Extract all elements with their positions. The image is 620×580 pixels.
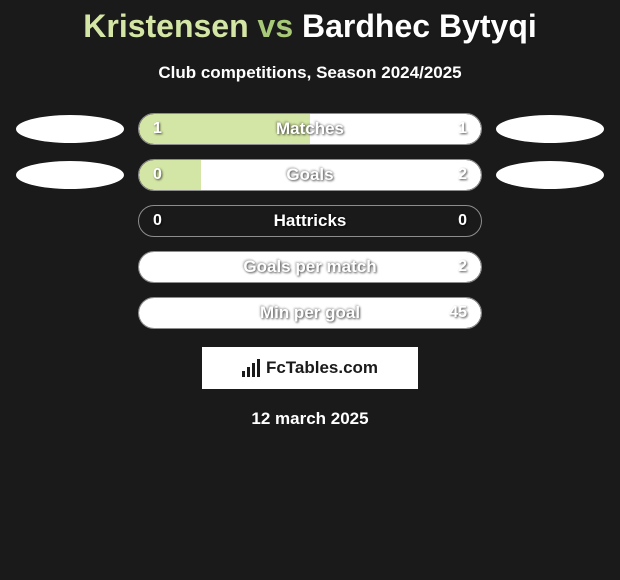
stat-value-right: 0	[458, 212, 467, 230]
logo-spacer	[496, 253, 604, 281]
stat-bar: 0 Hattricks 0	[138, 205, 482, 237]
stat-bar: Min per goal 45	[138, 297, 482, 329]
fctables-logo-box: FcTables.com	[202, 347, 418, 389]
club-logo-left	[16, 115, 124, 143]
player1-name: Kristensen	[83, 8, 248, 44]
title: Kristensen vs Bardhec Bytyqi	[0, 8, 620, 45]
stat-value-right: 1	[458, 120, 467, 138]
stat-bar: 1 Matches 1	[138, 113, 482, 145]
logo-spacer	[16, 299, 124, 327]
club-logo-right	[496, 115, 604, 143]
date: 12 march 2025	[0, 409, 620, 429]
comparison-row: 0 Goals 2	[0, 159, 620, 191]
stat-label: Goals per match	[243, 257, 376, 277]
logo-spacer	[496, 299, 604, 327]
comparison-rows: 1 Matches 1 0 Goals 2 0 Hattricks 0 Goals per mat…	[0, 113, 620, 329]
vs-text: vs	[258, 8, 294, 44]
bar-fill-left	[139, 160, 201, 190]
logo-spacer	[16, 253, 124, 281]
club-logo-left	[16, 161, 124, 189]
stat-value-right: 2	[458, 258, 467, 276]
bars-icon	[242, 359, 260, 377]
comparison-row: Goals per match 2	[0, 251, 620, 283]
bar-fill-right	[201, 160, 481, 190]
stat-bar: 0 Goals 2	[138, 159, 482, 191]
stat-value-left: 0	[153, 166, 162, 184]
stat-label: Goals	[286, 165, 333, 185]
subtitle: Club competitions, Season 2024/2025	[0, 63, 620, 83]
comparison-infographic: Kristensen vs Bardhec Bytyqi Club compet…	[0, 0, 620, 429]
stat-value-left: 0	[153, 212, 162, 230]
logo-spacer	[16, 207, 124, 235]
comparison-row: 0 Hattricks 0	[0, 205, 620, 237]
stat-label: Matches	[276, 119, 344, 139]
stat-value-right: 2	[458, 166, 467, 184]
stat-value-left: 1	[153, 120, 162, 138]
fctables-text: FcTables.com	[266, 358, 378, 378]
stat-bar: Goals per match 2	[138, 251, 482, 283]
stat-value-right: 45	[449, 304, 467, 322]
stat-label: Min per goal	[260, 303, 360, 323]
stat-label: Hattricks	[274, 211, 347, 231]
player2-name: Bardhec Bytyqi	[302, 8, 537, 44]
logo-spacer	[496, 207, 604, 235]
comparison-row: 1 Matches 1	[0, 113, 620, 145]
club-logo-right	[496, 161, 604, 189]
comparison-row: Min per goal 45	[0, 297, 620, 329]
